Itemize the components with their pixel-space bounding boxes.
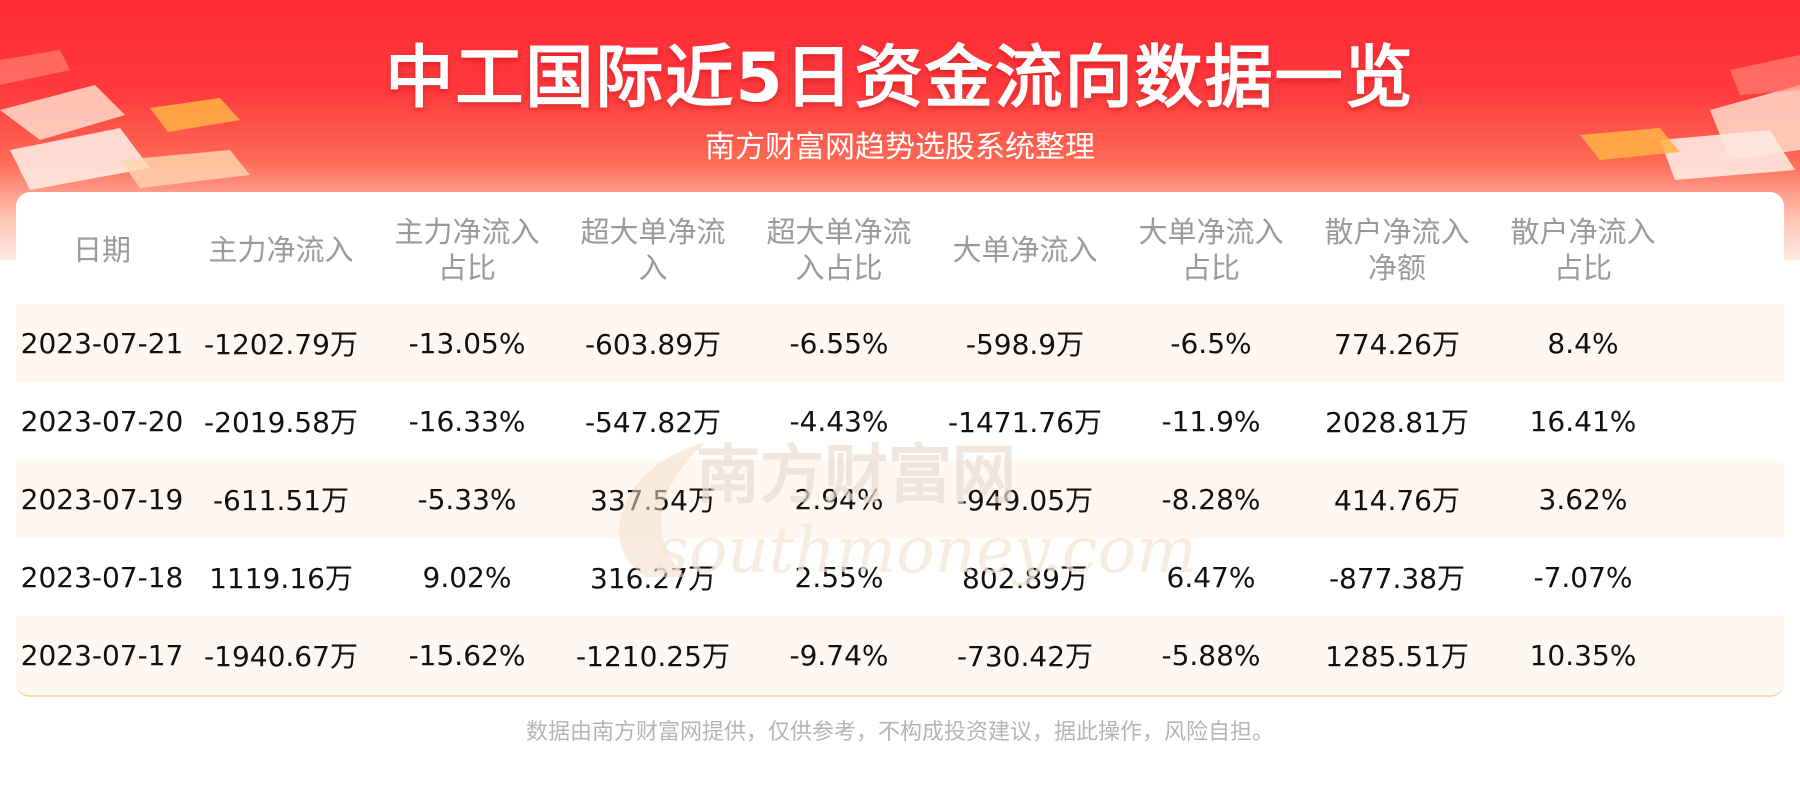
right-decoration [1580,55,1800,180]
column-header-line: 占比 [437,251,496,285]
column-header: 大单净流入 [932,192,1118,304]
column-header: 主力净流入 [188,192,374,304]
value-cell: -547.82万 [584,406,722,439]
value-cell: 10.35% [1529,638,1637,672]
column-header: 散户净流入 净额 [1304,192,1490,304]
date-cell: 2023-07-17 [20,638,184,672]
column-header-line: 日期 [72,233,131,267]
date-cell: 2023-07-19 [20,482,184,516]
value-cell: -11.9% [1161,404,1261,438]
value-cell: 414.76万 [1334,484,1460,517]
value-cell: -6.55% [789,326,889,360]
table-row: 2023-07-21 -1202.79万 -13.05% -603.89万 -6.55%… [16,304,1784,382]
value-cell: -2019.58万 [204,406,358,439]
value-cell: 6.47% [1166,560,1256,594]
column-header-line: 大单净流入 [1138,215,1284,249]
column-header-line: 超大单净流 [580,215,726,249]
table-row: 2023-07-20 -2019.58万 -16.33% -547.82万 -4.43%… [16,382,1784,460]
column-header-line: 入占比 [795,251,883,285]
value-cell: -16.33% [408,404,526,438]
value-cell: 1119.16万 [209,562,353,595]
page-title: 中工国际近5日资金流向数据一览 [385,39,1415,118]
column-header-line: 净额 [1367,251,1426,285]
value-cell: -9.74% [789,638,889,672]
column-header-line: 占比 [1553,251,1612,285]
value-cell: -15.62% [408,638,526,672]
value-cell: -1202.79万 [204,328,358,361]
column-header-line: 主力净流入 [208,233,354,267]
data-table: 日期 主力净流入 主力净流入 占比 超大单净流入超大单净流 入占比 大单净流入 大单净流入 占比… [16,192,1784,697]
value-cell: 9.02% [422,560,512,594]
value-cell: -7.07% [1533,560,1633,594]
value-cell: -877.38万 [1328,562,1466,595]
column-header-line: 超大单净流 [766,215,912,249]
column-header: 超大单净流 入占比 [746,192,932,304]
date-cell: 2023-07-18 [20,560,184,594]
value-cell: 8.4% [1547,326,1619,360]
page-subtitle: 南方财富网趋势选股系统整理 [705,130,1095,165]
value-cell: 3.62% [1538,482,1628,516]
watermark-domain-text: southmoney.com [656,514,1197,588]
value-cell: -1471.76万 [948,406,1102,439]
value-cell: -13.05% [408,326,526,360]
column-header-line: 大单净流入 [952,233,1098,267]
value-cell: -1940.67万 [204,640,358,673]
southmoney-watermark: 南方财富网 southmoney.com [619,438,1197,588]
value-cell: 802.89万 [962,562,1088,595]
value-cell: 1285.51万 [1325,640,1469,673]
left-decoration [0,50,250,190]
column-header: 超大单净流入 [560,192,746,304]
column-header: 大单净流入 占比 [1118,192,1304,304]
column-header-line: 散户净流入 [1510,215,1656,249]
date-cell: 2023-07-21 [20,326,184,360]
value-cell: -598.9万 [965,328,1085,361]
value-cell: -1210.25万 [576,640,730,673]
value-cell: -8.28% [1161,482,1261,516]
value-cell: 774.26万 [1334,328,1460,361]
value-cell: 2.55% [794,560,884,594]
table-row: 2023-07-19-611.51万-5.33%337.54万2.94%-949… [16,460,1784,538]
value-cell: -5.33% [417,482,517,516]
value-cell: -611.51万 [212,484,350,517]
date-cell: 2023-07-20 [20,404,184,438]
column-header: 日期 [16,192,188,304]
table-row: 2023-07-17 -1940.67万 -15.62% -1210.25万 -9.74… [16,616,1784,694]
disclaimer-text: 数据由南方财富网提供，仅供参考，不构成投资建议，据此操作，风险自担。 [525,720,1274,745]
value-cell: -6.5% [1170,326,1252,360]
value-cell: -603.89万 [584,328,722,361]
value-cell: -4.43% [789,404,889,438]
value-cell: 2.94% [794,482,884,516]
column-header: 散户净流入 占比 [1490,192,1676,304]
value-cell: -730.42万 [956,640,1094,673]
value-cell: -5.88% [1161,638,1261,672]
column-header-line: 主力净流入 [394,215,540,249]
value-cell: 2028.81万 [1325,406,1469,439]
watermark-brand-text: 南方财富网 [696,438,1016,513]
column-header-line: 入 [638,251,668,285]
table-header-row: 日期 主力净流入 主力净流入 占比 超大单净流入超大单净流 入占比 大单净流入 大单净流入 占比… [16,192,1784,304]
value-cell: 16.41% [1529,404,1637,438]
column-header-line: 散户净流入 [1324,215,1470,249]
column-header: 主力净流入 占比 [374,192,560,304]
column-header-line: 占比 [1181,251,1240,285]
value-cell: -949.05万 [956,484,1094,517]
